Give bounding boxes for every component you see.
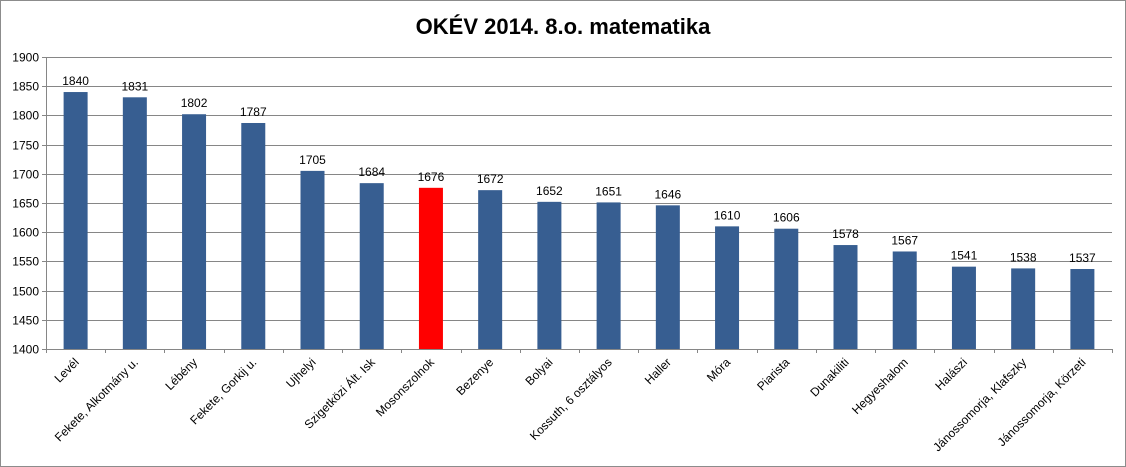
bar [715, 226, 740, 349]
y-tick-label: 1900 [12, 51, 39, 65]
x-tick-label: Hegyeshalom [849, 355, 911, 417]
bar [182, 114, 207, 350]
data-label: 1787 [240, 105, 267, 119]
chart-title: OKÉV 2014. 8.o. matematika [415, 14, 711, 39]
data-label: 1567 [891, 233, 918, 247]
y-tick-label: 1650 [12, 197, 39, 211]
x-tick-label: Ujhelyi [283, 355, 318, 390]
bar [122, 97, 147, 350]
data-label: 1840 [62, 74, 89, 88]
data-labels: 1840 1831 1802 1787 1705 1684 1676 1672 1652 1651… [62, 74, 1096, 265]
x-tick-label: Piarista [754, 355, 792, 393]
bar [300, 170, 325, 349]
bar [1070, 268, 1095, 349]
bar [1011, 268, 1036, 349]
data-label: 1541 [951, 249, 978, 263]
gridlines [46, 57, 1112, 350]
bar [418, 187, 443, 349]
data-label: 1705 [299, 153, 326, 167]
data-label: 1831 [121, 79, 148, 93]
data-label: 1676 [418, 170, 445, 184]
bar [478, 190, 503, 349]
y-tick-label: 1550 [12, 255, 39, 269]
data-label: 1606 [773, 211, 800, 225]
y-tick-label: 1700 [12, 168, 39, 182]
bar [63, 92, 88, 349]
data-label: 1672 [477, 172, 504, 186]
bar [241, 122, 266, 349]
y-tick-label: 1450 [12, 314, 39, 328]
y-tick-label: 1850 [12, 80, 39, 94]
bar [359, 183, 384, 349]
x-tick-label: Lébény [162, 355, 200, 393]
data-label: 1652 [536, 184, 563, 198]
data-label: 1578 [832, 227, 859, 241]
bar [596, 202, 621, 349]
x-tick-label: Bolyai [522, 355, 555, 388]
bar [892, 251, 917, 349]
x-tick-label: Móra [704, 355, 733, 384]
x-tick-label: Dunakiliti [807, 355, 851, 399]
y-tick-label: 1400 [12, 343, 39, 357]
y-tick-label: 1750 [12, 139, 39, 153]
bar [655, 205, 680, 349]
x-tick-label: Halászi [932, 355, 970, 393]
data-label: 1684 [358, 165, 385, 179]
y-tick-label: 1800 [12, 109, 39, 123]
bar [774, 228, 799, 349]
data-label: 1646 [654, 187, 681, 201]
y-axis: 1400 1450 1500 1550 1600 1650 1700 1750 1800 1850… [12, 51, 47, 357]
x-tick-label: Bezenye [453, 355, 496, 398]
bar [951, 266, 976, 349]
x-tick-label: Levél [52, 355, 82, 385]
data-label: 1610 [714, 208, 741, 222]
y-tick-label: 1600 [12, 226, 39, 240]
bars [63, 92, 1095, 350]
bar [537, 201, 562, 349]
x-tick-label: Mosonszolnok [373, 355, 438, 420]
data-label: 1651 [595, 184, 622, 198]
bar [833, 245, 858, 349]
data-label: 1537 [1069, 251, 1096, 265]
y-tick-label: 1500 [12, 285, 39, 299]
x-tick-label: Haller [642, 355, 674, 387]
data-label: 1538 [1010, 250, 1037, 264]
data-label: 1802 [181, 96, 208, 110]
